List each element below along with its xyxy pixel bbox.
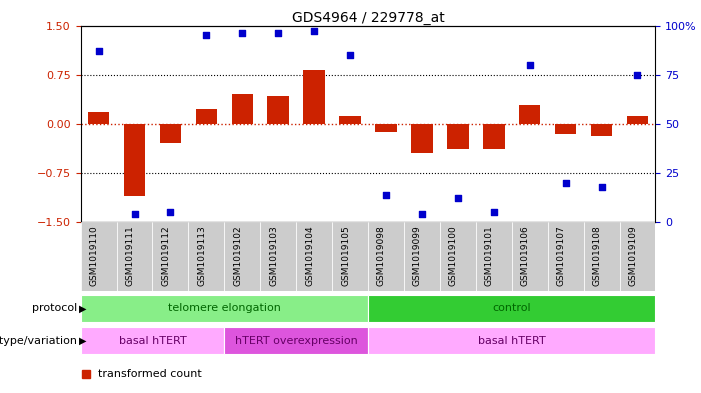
Bar [627, 116, 648, 124]
Text: genotype/variation: genotype/variation [0, 336, 77, 345]
Bar [547, 222, 583, 291]
Text: hTERT overexpression: hTERT overexpression [235, 336, 358, 345]
Bar [375, 124, 397, 132]
Text: control: control [492, 303, 531, 313]
Text: GSM1019101: GSM1019101 [485, 226, 494, 286]
Text: GSM1019110: GSM1019110 [90, 226, 99, 286]
Bar [231, 94, 253, 124]
Point [237, 30, 248, 37]
Bar [81, 327, 224, 354]
Bar [591, 124, 613, 136]
Point [344, 52, 355, 58]
Title: GDS4964 / 229778_at: GDS4964 / 229778_at [292, 11, 444, 24]
Point [524, 62, 536, 68]
Bar [620, 222, 655, 291]
Bar [268, 96, 289, 124]
Bar [81, 295, 368, 321]
Text: protocol: protocol [32, 303, 77, 313]
Bar [224, 327, 368, 354]
Point [632, 72, 643, 78]
Bar [332, 222, 368, 291]
Point [308, 28, 320, 35]
Text: GSM1019108: GSM1019108 [592, 226, 601, 286]
Point [381, 191, 392, 198]
Text: GSM1019098: GSM1019098 [377, 226, 386, 286]
Bar [519, 105, 540, 124]
Text: GSM1019106: GSM1019106 [521, 226, 530, 286]
Point [273, 30, 284, 37]
Text: GSM1019102: GSM1019102 [233, 226, 243, 286]
Bar [304, 70, 325, 124]
Text: GSM1019105: GSM1019105 [341, 226, 350, 286]
Text: GSM1019112: GSM1019112 [161, 226, 170, 286]
Text: GSM1019099: GSM1019099 [413, 226, 422, 286]
Text: ▶: ▶ [79, 303, 86, 313]
Bar [123, 124, 145, 196]
Point [200, 32, 212, 39]
Bar [483, 124, 505, 149]
Bar [153, 222, 189, 291]
Text: telomere elongation: telomere elongation [168, 303, 281, 313]
Bar [404, 222, 440, 291]
Text: GSM1019111: GSM1019111 [125, 226, 135, 286]
Point [93, 48, 104, 54]
Bar [224, 222, 260, 291]
Point [596, 184, 607, 190]
Text: GSM1019100: GSM1019100 [449, 226, 458, 286]
Bar [447, 124, 468, 149]
Bar [189, 222, 224, 291]
Bar [476, 222, 512, 291]
Point [560, 180, 571, 186]
Text: GSM1019109: GSM1019109 [629, 226, 637, 286]
Point [129, 211, 140, 217]
Bar [411, 124, 433, 153]
Point [488, 209, 499, 215]
Point [416, 211, 428, 217]
Bar [81, 222, 116, 291]
Text: GSM1019104: GSM1019104 [305, 226, 314, 286]
Bar [297, 222, 332, 291]
Bar [88, 112, 109, 124]
Bar [555, 124, 576, 134]
Point [165, 209, 176, 215]
Bar [260, 222, 296, 291]
Text: basal hTERT: basal hTERT [118, 336, 186, 345]
Bar [440, 222, 476, 291]
Bar [368, 327, 655, 354]
Bar [512, 222, 547, 291]
Bar [583, 222, 620, 291]
Bar [339, 116, 361, 124]
Text: ▶: ▶ [79, 336, 86, 345]
Point [452, 195, 463, 202]
Bar [116, 222, 152, 291]
Text: GSM1019103: GSM1019103 [269, 226, 278, 286]
Bar [368, 222, 404, 291]
Text: GSM1019113: GSM1019113 [198, 226, 206, 286]
Text: transformed count: transformed count [98, 369, 202, 379]
Text: GSM1019107: GSM1019107 [557, 226, 566, 286]
Text: basal hTERT: basal hTERT [478, 336, 545, 345]
Bar [160, 124, 181, 143]
Bar [196, 109, 217, 124]
Bar [368, 295, 655, 321]
